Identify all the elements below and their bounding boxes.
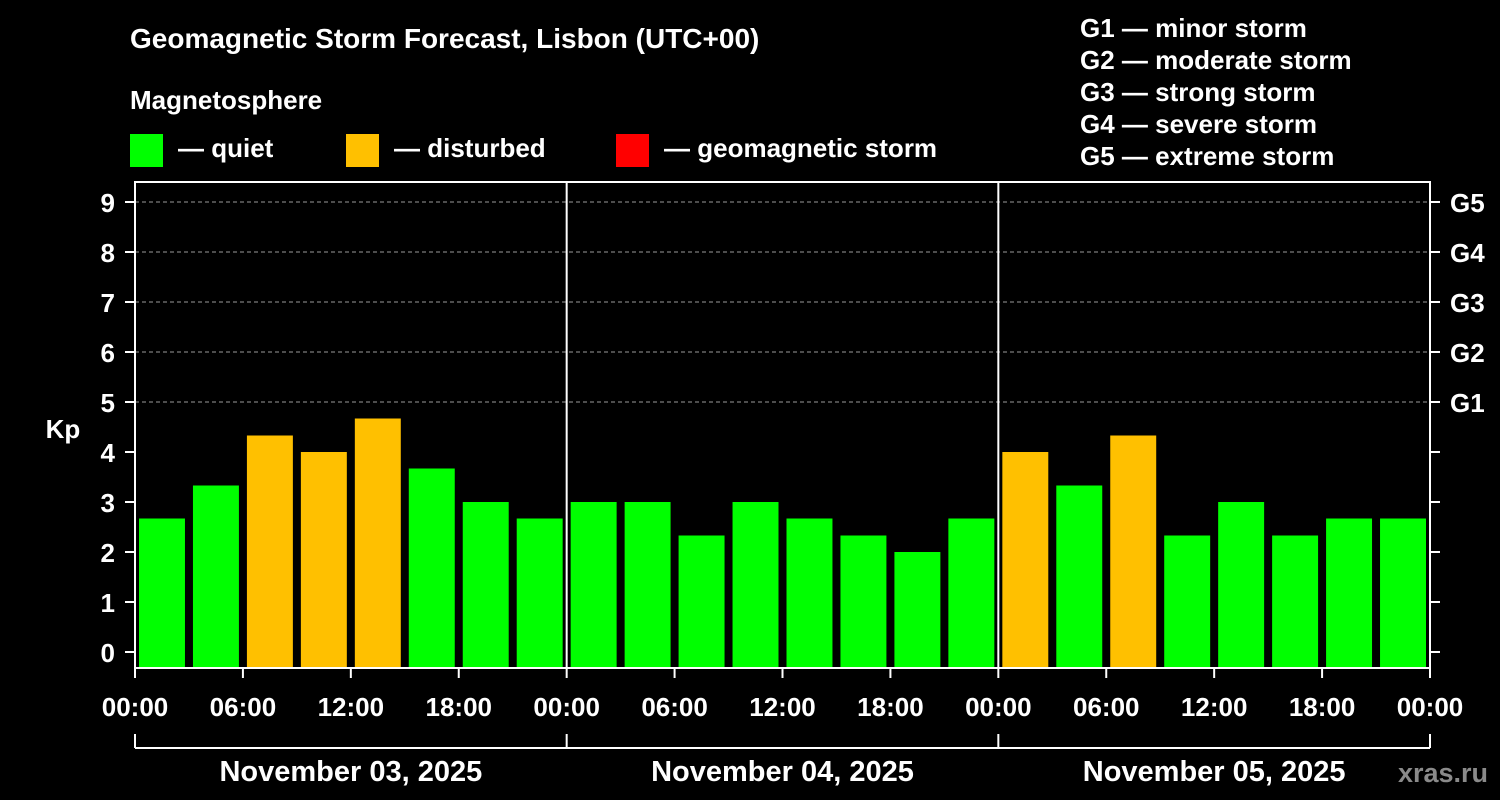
- x-tick-label: 06:00: [1073, 692, 1140, 722]
- g-scale-item: G5 — extreme storm: [1080, 141, 1334, 171]
- legend-swatch: [130, 134, 163, 167]
- kp-bar: [408, 468, 455, 668]
- g-scale-item: G3 — strong storm: [1080, 77, 1315, 107]
- date-label: November 05, 2025: [1083, 756, 1346, 788]
- kp-bar: [624, 502, 671, 668]
- date-label: November 04, 2025: [651, 756, 914, 788]
- y-tick-label: 1: [101, 588, 115, 618]
- g-scale-item: G2 — moderate storm: [1080, 45, 1352, 75]
- g-tick-label: G2: [1450, 338, 1485, 368]
- g-tick-label: G4: [1450, 238, 1485, 268]
- y-tick-label: 3: [101, 488, 115, 518]
- g-tick-label: G1: [1450, 388, 1485, 418]
- kp-bar: [462, 502, 509, 668]
- x-tick-label: 18:00: [426, 692, 493, 722]
- kp-bar: [300, 452, 347, 668]
- y-tick-label: 4: [101, 438, 116, 468]
- g-scale-item: G1 — minor storm: [1080, 13, 1307, 43]
- legend-swatch: [616, 134, 649, 167]
- kp-bar: [192, 485, 239, 668]
- kp-bar: [1218, 502, 1265, 668]
- x-tick-label: 12:00: [749, 692, 816, 722]
- kp-bar: [1380, 518, 1426, 668]
- kp-bar: [246, 435, 293, 668]
- kp-bar: [139, 518, 185, 668]
- g-tick-label: G3: [1450, 288, 1485, 318]
- legend-label: — geomagnetic storm: [664, 133, 937, 163]
- x-tick-label: 18:00: [857, 692, 924, 722]
- y-tick-label: 5: [101, 388, 115, 418]
- g-axis: G1 G2 G3 G4 G5: [1430, 188, 1485, 653]
- g-scale-item: G4 — severe storm: [1080, 109, 1317, 139]
- x-tick-label: 06:00: [641, 692, 708, 722]
- date-label: November 03, 2025: [219, 756, 482, 788]
- kp-bar: [570, 502, 617, 668]
- bars: [139, 418, 1426, 668]
- grid: [135, 201, 1430, 403]
- kp-bar: [948, 518, 995, 668]
- x-tick-label: 00:00: [102, 692, 169, 722]
- kp-bar: [1326, 518, 1373, 668]
- legend-label: — disturbed: [394, 133, 546, 163]
- kp-bar: [840, 535, 887, 668]
- y-tick-label: 9: [101, 188, 115, 218]
- x-tick-label: 12:00: [1181, 692, 1248, 722]
- g-tick-label: G5: [1450, 188, 1485, 218]
- y-tick-label: 2: [101, 538, 115, 568]
- kp-bar: [732, 502, 779, 668]
- x-tick-label: 18:00: [1289, 692, 1356, 722]
- kp-bar: [786, 518, 833, 668]
- y-tick-label: 6: [101, 338, 115, 368]
- legend-label: — quiet: [178, 133, 274, 163]
- kp-bar: [894, 552, 941, 668]
- y-tick-label: 7: [101, 288, 115, 318]
- kp-bar: [1110, 435, 1157, 668]
- x-tick-label: 06:00: [210, 692, 277, 722]
- y-axis: 0 1 2 3 4 5 6 7 8 9: [101, 188, 135, 668]
- kp-bar: [678, 535, 725, 668]
- y-axis-label: Kp: [46, 414, 81, 444]
- kp-bar: [1002, 452, 1049, 668]
- legend: — quiet — disturbed — geomagnetic storm: [130, 133, 937, 167]
- kp-bar: [1272, 535, 1319, 668]
- kp-bar: [354, 418, 401, 668]
- x-tick-label: 00:00: [965, 692, 1032, 722]
- y-tick-label: 0: [101, 638, 115, 668]
- kp-bar: [1056, 485, 1103, 668]
- kp-bar: [1164, 535, 1211, 668]
- legend-swatch: [346, 134, 379, 167]
- x-tick-label: 00:00: [1397, 692, 1464, 722]
- watermark: xras.ru: [1398, 758, 1488, 788]
- y-tick-label: 8: [101, 238, 115, 268]
- x-tick-label: 00:00: [533, 692, 600, 722]
- x-tick-label: 12:00: [318, 692, 385, 722]
- chart-title: Geomagnetic Storm Forecast, Lisbon (UTC+…: [130, 23, 759, 54]
- legend-heading: Magnetosphere: [130, 85, 322, 115]
- kp-bar: [516, 518, 563, 668]
- x-axis: 00:00 06:00 12:00 18:00 00:00 06:00 12:00 18:00…: [102, 668, 1464, 788]
